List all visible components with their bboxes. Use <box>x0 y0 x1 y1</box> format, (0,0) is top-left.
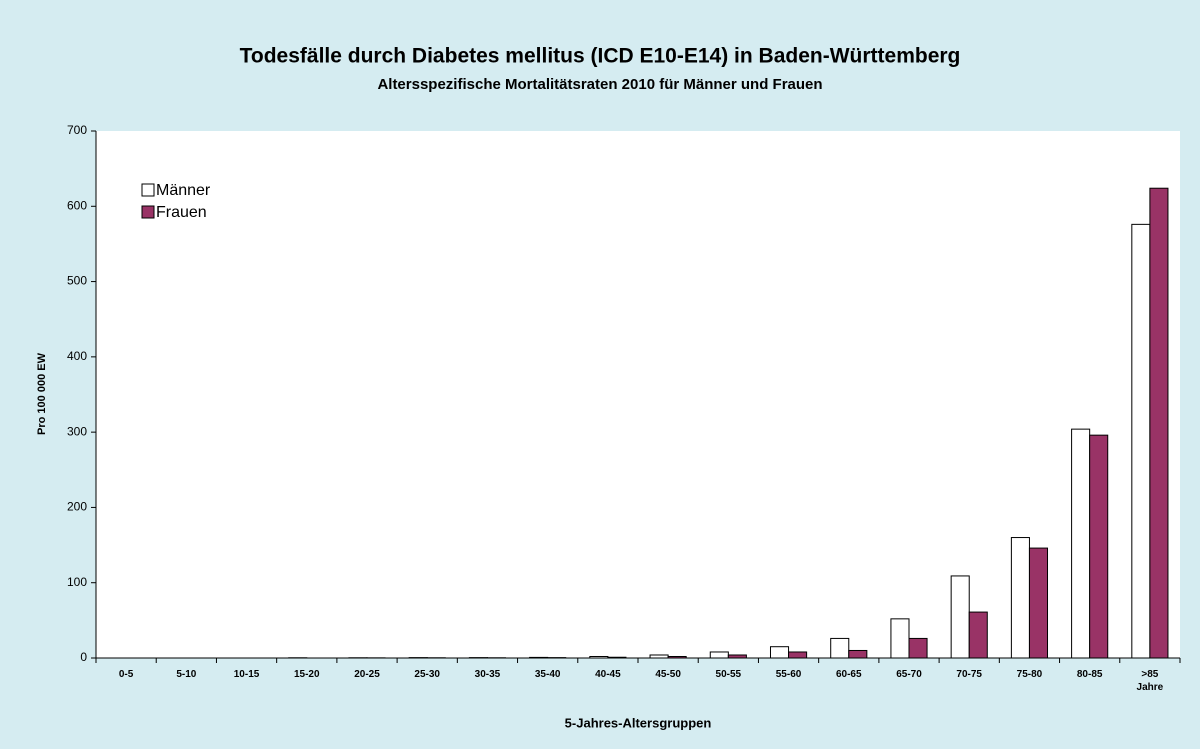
bar <box>529 656 549 659</box>
bar <box>908 637 928 659</box>
bar <box>1010 537 1030 659</box>
bar <box>1089 434 1109 659</box>
y-tick-label: 600 <box>67 198 87 212</box>
x-tick-label: 5-10 <box>176 669 197 680</box>
bar <box>649 654 669 659</box>
y-tick-label: 700 <box>67 123 87 137</box>
x-tick-label: 20-25 <box>354 669 380 680</box>
x-tick-label: 65-70 <box>896 669 922 680</box>
bar <box>727 654 747 659</box>
x-tick-label: 25-30 <box>414 669 440 680</box>
y-tick-label: 400 <box>67 349 87 363</box>
x-axis-label: 5-Jahres-Altersgruppen <box>565 715 712 730</box>
x-tick-label: 45-50 <box>655 669 681 680</box>
x-tick-label: 80-85 <box>1076 669 1103 680</box>
bar <box>830 637 850 659</box>
bar <box>890 618 910 659</box>
bar <box>788 651 808 659</box>
bar <box>709 651 729 659</box>
x-tick-label: 15-20 <box>293 669 320 680</box>
x-tick-label: 10-15 <box>233 669 260 680</box>
x-tick-label: 50-55 <box>715 669 742 680</box>
bar <box>667 655 687 659</box>
x-tick-label: 60-65 <box>835 669 862 680</box>
y-tick-label: 100 <box>67 575 87 589</box>
bar <box>1131 223 1151 659</box>
y-tick-label: 500 <box>67 274 87 288</box>
chart-title: Todesfälle durch Diabetes mellitus (ICD … <box>240 45 961 68</box>
bar <box>589 655 609 659</box>
legend-swatch <box>141 205 155 219</box>
bar <box>1028 547 1049 659</box>
chart-subtitle: Altersspezifische Mortalitätsraten 2010 … <box>377 76 822 93</box>
y-tick-label: 0 <box>80 650 87 664</box>
bar <box>1071 428 1091 659</box>
bar <box>968 611 988 659</box>
plot-area <box>96 131 1180 658</box>
bar <box>848 649 868 659</box>
x-tick-label: 0-5 <box>118 669 134 680</box>
x-tick-label: 40-45 <box>595 669 621 680</box>
x-tick-label: 70-75 <box>956 669 982 680</box>
y-tick-label: 300 <box>67 424 87 438</box>
bar <box>950 575 970 659</box>
x-tick-label: 75-80 <box>1016 669 1043 680</box>
bar <box>769 646 790 659</box>
x-tick-label: >85 Jahre <box>1136 669 1164 693</box>
legend-label: Frauen <box>156 204 207 221</box>
y-tick-label: 200 <box>67 500 87 514</box>
x-tick-label: 35-40 <box>534 669 561 680</box>
y-axis-label: Pro 100 000 EW <box>36 352 48 435</box>
x-tick-label: 55-60 <box>775 669 802 680</box>
bar <box>1149 187 1169 659</box>
legend-swatch <box>141 183 155 197</box>
x-tick-label: 30-35 <box>474 669 501 680</box>
legend-label: Männer <box>156 182 211 199</box>
bar <box>607 656 627 659</box>
